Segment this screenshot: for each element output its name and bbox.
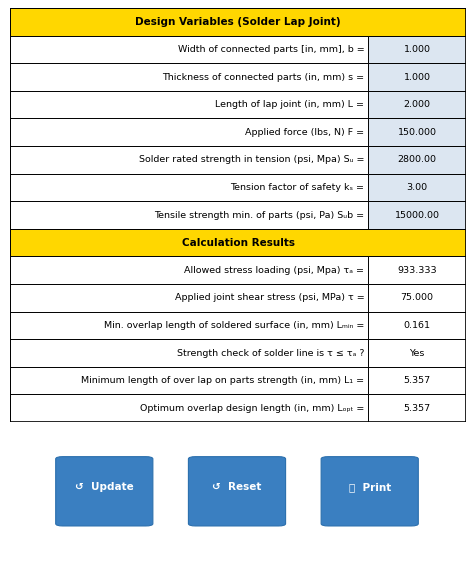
Text: 150.000: 150.000 <box>398 128 437 137</box>
Text: Applied joint shear stress (psi, MPa) τ =: Applied joint shear stress (psi, MPa) τ … <box>174 293 365 302</box>
Bar <box>368 201 466 229</box>
Text: 5.357: 5.357 <box>403 404 430 412</box>
Text: 0.161: 0.161 <box>403 321 430 330</box>
Bar <box>10 146 466 173</box>
Text: ↺  Update: ↺ Update <box>75 482 134 492</box>
Bar <box>10 8 466 36</box>
Text: Strength check of solder line is τ ≤ τₐ ?: Strength check of solder line is τ ≤ τₐ … <box>177 348 365 358</box>
Text: ⎙  Print: ⎙ Print <box>348 482 391 492</box>
Text: 1.000: 1.000 <box>403 45 430 54</box>
Text: Calculation Results: Calculation Results <box>182 237 294 248</box>
Text: 2800.00: 2800.00 <box>398 156 437 164</box>
Bar <box>368 395 466 422</box>
Text: Optimum overlap design length (in, mm) Lₒₚₜ =: Optimum overlap design length (in, mm) L… <box>140 404 365 412</box>
Bar <box>368 367 466 395</box>
Bar <box>10 284 466 312</box>
Bar <box>368 36 466 63</box>
Text: Tension factor of safety kₛ =: Tension factor of safety kₛ = <box>230 183 365 192</box>
Text: Length of lap joint (in, mm) L =: Length of lap joint (in, mm) L = <box>215 100 365 109</box>
Bar <box>10 256 466 284</box>
Bar <box>10 395 466 422</box>
Text: ↺  Reset: ↺ Reset <box>212 482 262 492</box>
Text: Tensile strength min. of parts (psi, Pa) Sᵤb =: Tensile strength min. of parts (psi, Pa)… <box>154 210 365 219</box>
Bar <box>10 339 466 367</box>
Bar <box>10 63 466 91</box>
Bar <box>368 146 466 173</box>
FancyBboxPatch shape <box>56 457 153 526</box>
Text: 75.000: 75.000 <box>401 293 434 302</box>
Bar <box>10 367 466 395</box>
FancyBboxPatch shape <box>188 457 285 526</box>
Text: Min. overlap length of soldered surface (in, mm) Lₘᵢₙ =: Min. overlap length of soldered surface … <box>104 321 365 330</box>
Bar <box>10 173 466 201</box>
Bar <box>10 36 466 63</box>
FancyBboxPatch shape <box>321 457 418 526</box>
Bar <box>368 339 466 367</box>
Text: 3.00: 3.00 <box>406 183 428 192</box>
Text: 2.000: 2.000 <box>403 100 430 109</box>
Text: Minimum length of over lap on parts strength (in, mm) L₁ =: Minimum length of over lap on parts stre… <box>81 376 365 385</box>
Bar <box>368 63 466 91</box>
Bar <box>10 312 466 339</box>
Text: 15000.00: 15000.00 <box>394 210 439 219</box>
Text: Applied force (lbs, N) F =: Applied force (lbs, N) F = <box>245 128 365 137</box>
Bar <box>368 119 466 146</box>
Bar <box>368 256 466 284</box>
Text: Design Variables (Solder Lap Joint): Design Variables (Solder Lap Joint) <box>135 17 341 27</box>
Bar <box>368 312 466 339</box>
Text: 933.333: 933.333 <box>397 266 437 275</box>
Bar <box>368 91 466 119</box>
Bar <box>368 284 466 312</box>
Bar <box>10 91 466 119</box>
Text: 1.000: 1.000 <box>403 73 430 81</box>
Text: Solder rated strength in tension (psi, Mpa) Sᵤ =: Solder rated strength in tension (psi, M… <box>139 156 365 164</box>
Text: Thickness of connected parts (in, mm) s =: Thickness of connected parts (in, mm) s … <box>162 73 365 81</box>
Text: Yes: Yes <box>409 348 425 358</box>
Bar <box>10 229 466 256</box>
Bar <box>10 201 466 229</box>
Bar <box>368 173 466 201</box>
Text: Width of connected parts [in, mm], b =: Width of connected parts [in, mm], b = <box>178 45 365 54</box>
Bar <box>10 119 466 146</box>
Text: 5.357: 5.357 <box>403 376 430 385</box>
Text: Allowed stress loading (psi, Mpa) τₐ =: Allowed stress loading (psi, Mpa) τₐ = <box>184 266 365 275</box>
